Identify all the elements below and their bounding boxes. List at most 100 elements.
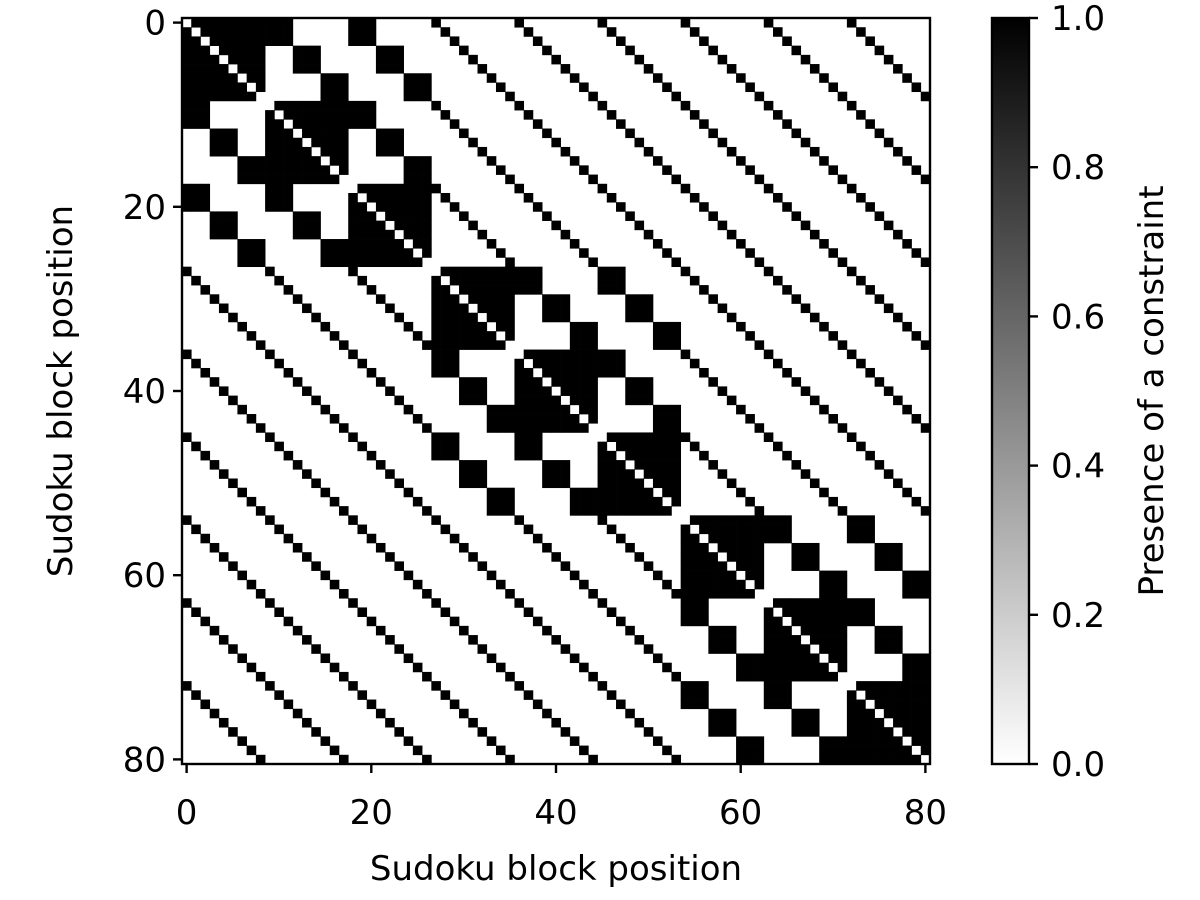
heatmap-cell <box>366 367 377 378</box>
heatmap-cell <box>551 395 561 406</box>
heatmap-cell <box>874 552 885 562</box>
heatmap-cell <box>606 367 617 378</box>
heatmap-cell <box>800 717 811 728</box>
heatmap-cell <box>523 192 534 203</box>
heatmap-cell <box>699 542 709 553</box>
heatmap-cell <box>671 432 682 443</box>
heatmap-cell <box>597 275 608 286</box>
heatmap-cell <box>486 275 497 286</box>
heatmap-cell <box>634 441 645 452</box>
y-tick-label: 20 <box>123 188 166 228</box>
heatmap-cell <box>394 727 404 737</box>
heatmap-cell <box>255 239 266 249</box>
heatmap-cell <box>902 681 912 691</box>
heatmap-cell <box>237 18 247 28</box>
heatmap-cell <box>680 681 691 691</box>
heatmap-cell <box>800 616 811 627</box>
heatmap-cell <box>773 110 783 120</box>
heatmap-cell <box>652 478 663 489</box>
colorbar-tick-label: 0.6 <box>1051 297 1105 337</box>
heatmap-cell <box>302 54 312 65</box>
heatmap-cell <box>708 294 718 304</box>
heatmap-cell <box>579 579 589 590</box>
heatmap-cell <box>403 229 414 240</box>
heatmap-cell <box>773 524 783 535</box>
heatmap-cell <box>495 312 506 323</box>
heatmap-cell <box>338 82 349 93</box>
heatmap-cell <box>736 487 746 498</box>
heatmap-cell <box>736 524 746 535</box>
heatmap-cell <box>532 441 543 452</box>
heatmap-cell <box>819 671 829 682</box>
heatmap-cell <box>182 192 192 203</box>
heatmap-cell <box>745 671 755 682</box>
heatmap-cell <box>200 91 211 102</box>
heatmap-cell <box>468 469 478 479</box>
heatmap-cell <box>634 220 645 231</box>
heatmap-cell <box>652 404 663 415</box>
heatmap-cell <box>255 754 266 765</box>
heatmap-cell <box>551 358 561 369</box>
heatmap-cell <box>440 349 451 360</box>
heatmap-cell <box>292 229 303 240</box>
heatmap-cell <box>514 432 525 443</box>
heatmap-cell <box>837 340 848 350</box>
heatmap-cell <box>375 460 386 470</box>
heatmap-cell <box>477 395 488 406</box>
heatmap-cell <box>468 54 478 65</box>
heatmap-cell <box>274 441 284 452</box>
heatmap-cell <box>477 331 488 341</box>
heatmap-cell <box>246 27 257 37</box>
heatmap-cell <box>662 404 672 415</box>
heatmap-cell <box>283 285 294 295</box>
heatmap-cell <box>218 91 229 102</box>
heatmap-cell <box>514 377 525 387</box>
heatmap-cell <box>800 469 811 479</box>
heatmap-cell <box>209 54 220 65</box>
heatmap-cell <box>893 625 903 636</box>
heatmap-cell <box>375 183 386 194</box>
heatmap-cell <box>560 294 571 304</box>
heatmap-cell <box>449 340 460 350</box>
heatmap-cell <box>856 441 866 452</box>
heatmap-cell <box>191 110 201 120</box>
heatmap-cell <box>486 414 497 424</box>
heatmap-cell <box>865 745 875 756</box>
heatmap-cell <box>551 635 561 645</box>
heatmap-cell <box>671 321 682 332</box>
heatmap-cell <box>265 110 275 120</box>
heatmap-cell <box>569 653 580 664</box>
heatmap-cell <box>874 717 885 728</box>
heatmap-cell <box>440 432 451 443</box>
heatmap-cell <box>385 202 395 212</box>
heatmap-cell <box>348 192 358 203</box>
heatmap-cell <box>865 202 875 212</box>
heatmap-cell <box>652 423 663 433</box>
heatmap-cell <box>495 662 506 673</box>
heatmap-cell <box>846 708 857 719</box>
heatmap-cell <box>209 146 220 157</box>
heatmap-cell <box>292 211 303 221</box>
heatmap-cell <box>495 579 506 590</box>
heatmap-cell <box>357 239 368 249</box>
heatmap-cell <box>274 18 284 28</box>
heatmap-cell <box>846 690 857 700</box>
heatmap-cell <box>643 395 654 406</box>
heatmap-cell <box>551 717 561 728</box>
heatmap-cell <box>643 506 654 516</box>
heatmap-cell <box>708 377 718 387</box>
heatmap-cell <box>606 460 617 470</box>
heatmap-cell <box>449 202 460 212</box>
heatmap-cell <box>505 414 515 424</box>
heatmap-cell <box>662 165 672 175</box>
heatmap-cell <box>228 128 238 139</box>
x-tick-label: 60 <box>719 793 762 833</box>
heatmap-cell <box>846 616 857 627</box>
heatmap-cell <box>283 36 294 46</box>
heatmap-cell <box>514 386 525 396</box>
heatmap-cell <box>218 303 229 314</box>
heatmap-cell <box>237 64 247 74</box>
heatmap-cell <box>385 469 395 479</box>
heatmap-cell <box>200 699 211 710</box>
heatmap-cell <box>782 625 792 636</box>
